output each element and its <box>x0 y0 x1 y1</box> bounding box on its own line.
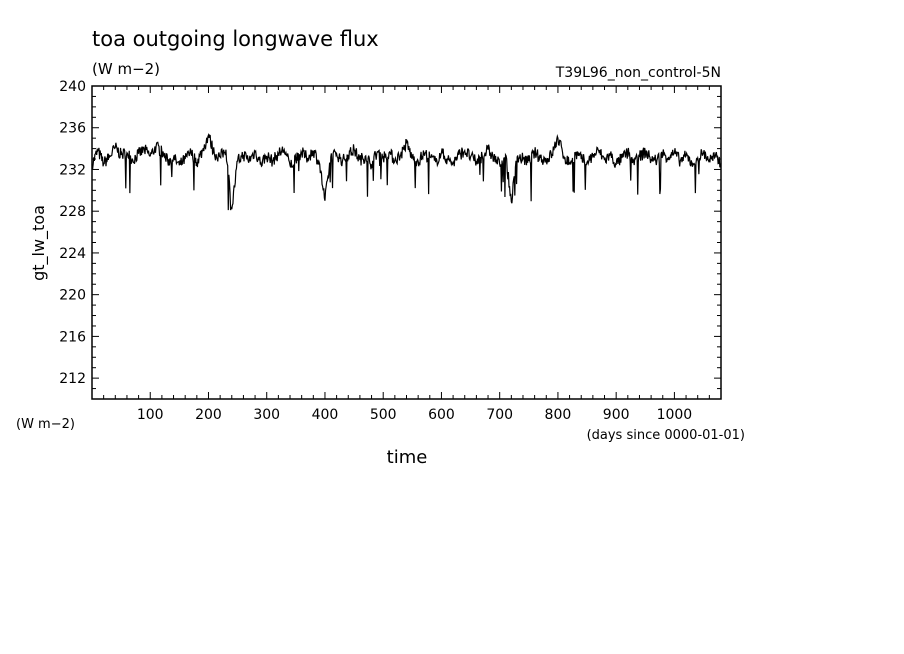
x-tick-label: 700 <box>486 407 513 423</box>
y-tick-label: 216 <box>59 329 86 345</box>
x-tick-label: 200 <box>195 407 222 423</box>
y-axis-label: gt_lw_toa <box>29 205 49 281</box>
x-tick-label: 400 <box>312 407 339 423</box>
x-tick-label: 500 <box>370 407 397 423</box>
x-axis-units: (days since 0000-01-01) <box>587 428 745 443</box>
y-tick-label: 228 <box>59 204 86 220</box>
y-tick-label: 212 <box>59 371 86 387</box>
x-tick-label: 1000 <box>657 407 693 423</box>
series-line <box>91 132 722 211</box>
y-tick-label: 232 <box>59 162 86 178</box>
y-tick-label: 224 <box>59 246 86 262</box>
x-tick-label: 300 <box>253 407 280 423</box>
y-tick-label: 220 <box>59 288 86 304</box>
y-axis-units: (W m−2) <box>16 417 75 432</box>
x-axis-label: time <box>387 447 428 468</box>
x-tick-label: 600 <box>428 407 455 423</box>
chart-subtitle-units: (W m−2) <box>92 60 160 78</box>
x-tick-label: 800 <box>545 407 572 423</box>
plot-frame <box>91 85 722 400</box>
y-tick-label: 240 <box>59 79 86 95</box>
axis-tick-labels: 100 200 300 400 500 600 700 800 900 1000 212 216 220… <box>59 79 692 423</box>
x-tick-label: 100 <box>137 407 164 423</box>
y-tick-label: 236 <box>59 121 86 137</box>
chart-title: toa outgoing longwave flux <box>92 27 379 51</box>
x-tick-label: 900 <box>603 407 630 423</box>
experiment-label: T39L96_non_control-5N <box>555 65 721 81</box>
